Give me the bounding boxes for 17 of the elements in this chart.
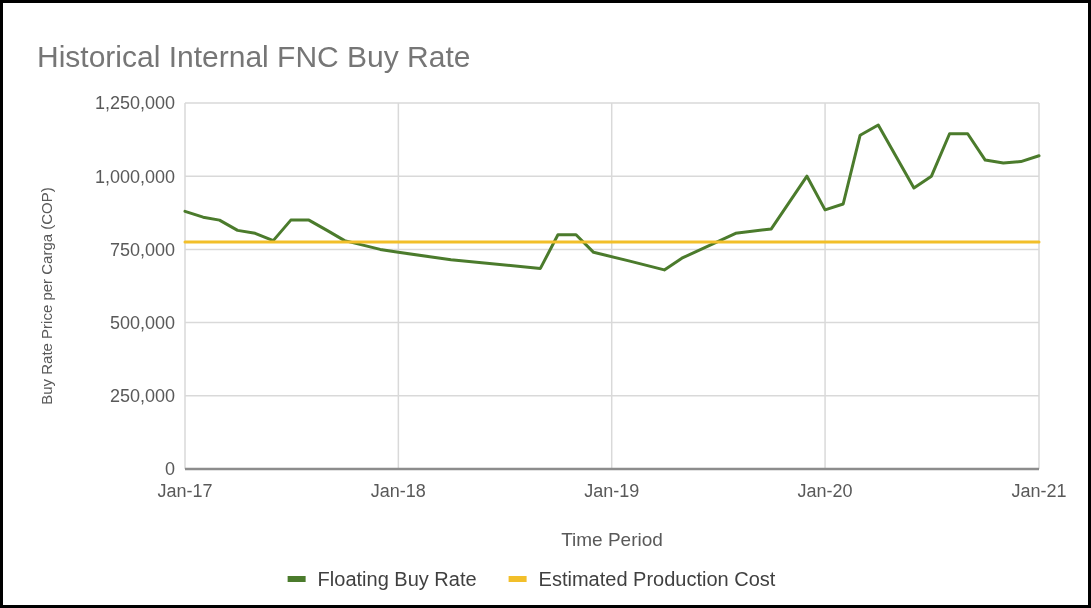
line-series xyxy=(183,123,1041,272)
x-tick-label: Jan-19 xyxy=(584,481,640,501)
x-tick-label: Jan-17 xyxy=(157,481,213,501)
y-tick-label: 250,000 xyxy=(109,386,175,407)
x-axis-title: Time Period xyxy=(561,529,663,550)
y-tick-label: 1,000,000 xyxy=(94,166,175,187)
x-tick-label: Jan-18 xyxy=(370,481,426,501)
y-tick-label: 1,250,000 xyxy=(94,93,175,114)
legend-label: Floating Buy Rate xyxy=(317,568,477,590)
y-tick-label: 500,000 xyxy=(109,312,175,333)
x-tick-label: Jan-21 xyxy=(1011,481,1067,501)
y-tick-label: 0 xyxy=(164,459,175,480)
y-tick-label: 750,000 xyxy=(109,239,175,260)
y-axis-title: Buy Rate Price per Carga (COP) xyxy=(38,187,55,405)
legend-label: Estimated Production Cost xyxy=(538,568,776,590)
x-tick-label: Jan-20 xyxy=(797,481,853,501)
chart-title: Historical Internal FNC Buy Rate xyxy=(37,40,471,73)
